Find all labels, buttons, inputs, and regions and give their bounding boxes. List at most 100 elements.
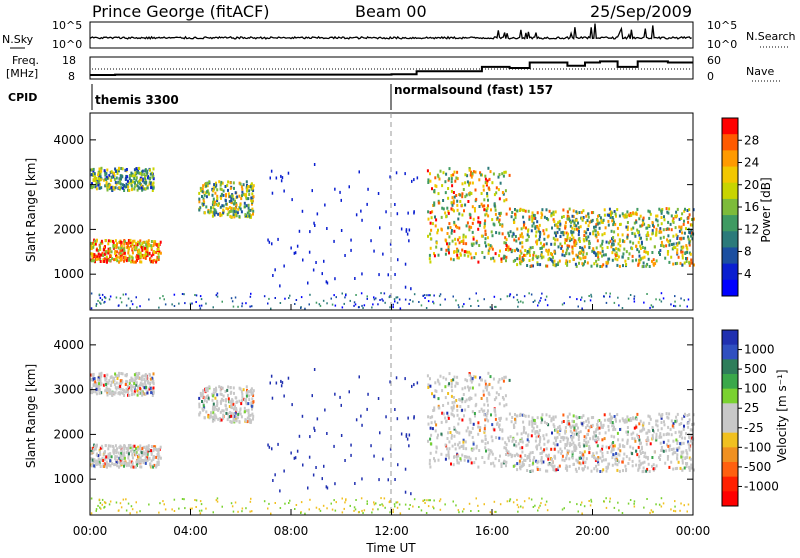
velocity-cell-221: [94, 447, 97, 451]
velocity-cell-1799: [573, 426, 576, 430]
power-cell-768: [247, 185, 250, 188]
velocity-cell-1205: [655, 434, 658, 438]
velocity-cell-495: [126, 380, 129, 384]
velocity-cell-1370: [540, 416, 543, 420]
cpid-label: CPID: [8, 91, 37, 104]
power-cell-1431: [618, 214, 621, 218]
velocity-cell-1769: [670, 460, 673, 464]
velocity-cell-1818: [660, 414, 663, 418]
velocity-cell-1944: [691, 423, 693, 426]
velocity-cell-227: [137, 455, 140, 459]
velocity-cell-2066: [650, 509, 653, 512]
power-cell-350: [128, 177, 131, 181]
power-cell-422: [136, 184, 139, 188]
power-cell-1634: [592, 247, 595, 251]
velocity-cell-1007: [492, 461, 495, 465]
velocity-cell-2327: [333, 444, 335, 448]
power-cell-2332: [268, 240, 271, 244]
power-cell-1169: [430, 228, 433, 232]
velocity-cell-1587: [598, 426, 601, 430]
velocity-cell-217: [122, 457, 125, 461]
power-cell-913: [448, 167, 451, 171]
velocity-cell-83: [150, 451, 153, 455]
velocity-cell-1856: [545, 422, 548, 425]
power-cell-1047: [453, 250, 455, 254]
power-cell-359: [90, 168, 93, 172]
power-cell-842: [484, 213, 487, 217]
velocity-cell-822: [252, 389, 255, 393]
power-cell-587: [211, 202, 214, 206]
velocity-cell-724: [245, 385, 248, 389]
velocity-cell-2340: [406, 437, 409, 441]
power-cell-1857: [647, 224, 650, 227]
velocity-cell-1394: [592, 416, 595, 419]
velocity-cell-2333: [404, 467, 407, 471]
velocity-cell-2135: [680, 502, 682, 505]
velocity-cell-1130: [426, 374, 429, 378]
velocity-cell-953: [480, 407, 483, 411]
power-cell-813: [232, 181, 235, 185]
power-cell-2218: [125, 293, 127, 296]
power-cell-1629: [516, 263, 519, 267]
power-cell-2284: [405, 229, 408, 233]
power-cell-1072: [433, 254, 436, 258]
power-cell-1701: [564, 224, 567, 228]
velocity-cell-2187: [139, 510, 141, 513]
power-cell-2114: [99, 297, 102, 299]
power-cell-710: [234, 191, 237, 195]
velocity-cell-1418: [681, 459, 684, 462]
power-cbar-label-2: 20: [744, 178, 759, 192]
power-cell-298: [127, 251, 130, 255]
velocity-cell-1597: [559, 440, 562, 443]
power-cell-215: [109, 239, 112, 243]
power-cell-2216: [458, 306, 460, 309]
power-cell-526: [145, 180, 148, 184]
power-cell-1259: [636, 207, 639, 211]
velocity-cell-948: [437, 458, 440, 462]
power-cell-49: [112, 239, 114, 243]
power-cell-851: [449, 226, 452, 229]
power-cell-1791: [687, 216, 690, 220]
power-cell-576: [139, 182, 142, 186]
power-cell-2199: [249, 305, 251, 308]
power-cell-1917: [541, 208, 544, 212]
velocity-cell-386: [130, 393, 133, 397]
power-cell-1748: [581, 217, 584, 221]
power-cell-1909: [606, 246, 609, 249]
velocity-cell-1127: [456, 458, 459, 462]
power-cell-419: [126, 179, 129, 183]
power-cell-1015: [450, 229, 453, 232]
power-cell-1750: [610, 229, 613, 233]
power-cell-2091: [413, 293, 416, 296]
power-cell-1097: [505, 212, 508, 216]
power-cell-64: [92, 255, 95, 259]
power-cell-2296: [350, 248, 352, 252]
velocity-cell-1146: [472, 422, 475, 426]
power-cell-912: [440, 215, 443, 219]
velocity-cell-1968: [522, 420, 525, 424]
power-cell-1488: [555, 223, 558, 227]
power-cell-457: [103, 169, 106, 173]
velocity-cell-1446: [690, 436, 693, 440]
velocity-cell-1901: [681, 451, 684, 455]
power-cell-1065: [428, 253, 431, 257]
power-cell-371: [98, 182, 101, 186]
power-cell-1598: [611, 211, 614, 215]
power-cell-1428: [511, 234, 514, 238]
power-cell-804: [230, 196, 233, 200]
power-cell-273: [99, 245, 101, 249]
velocity-cell-1804: [683, 424, 685, 428]
power-cell-1448: [590, 220, 593, 224]
velocity-cell-961: [450, 436, 453, 440]
velocity-cell-150: [115, 461, 118, 465]
velocity-cell-1402: [638, 438, 641, 442]
velocity-cell-1567: [582, 421, 585, 424]
velocity-cell-998: [480, 397, 483, 400]
power-cell-1275: [557, 245, 560, 249]
power-cell-1109: [494, 212, 497, 216]
power-cell-1478: [601, 246, 604, 250]
power-cell-1875: [587, 235, 590, 239]
velocity-cell-2142: [662, 502, 665, 505]
power-cell-288: [137, 255, 140, 259]
velocity-cell-2237: [195, 506, 197, 508]
